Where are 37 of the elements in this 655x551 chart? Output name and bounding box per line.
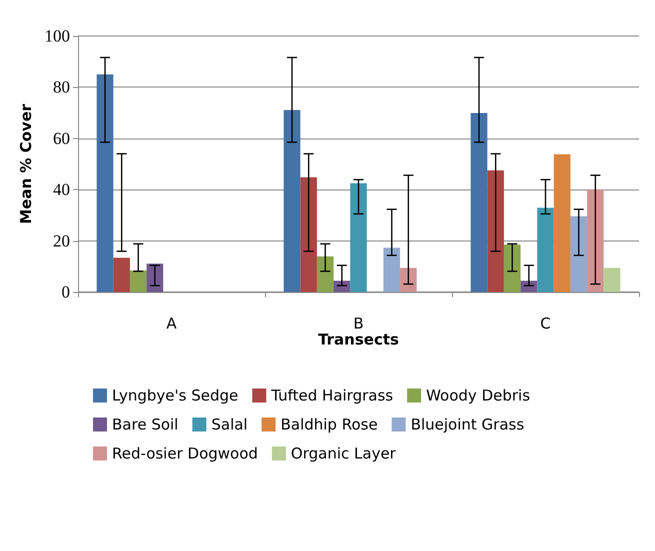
bar bbox=[587, 190, 604, 292]
legend-label: Salal bbox=[211, 416, 248, 434]
bar bbox=[316, 256, 334, 292]
y-tick-label: 60 bbox=[53, 128, 70, 148]
y-axis-title: Mean % Cover bbox=[17, 103, 36, 224]
y-tick-label: 0 bbox=[62, 282, 70, 302]
bar bbox=[300, 177, 317, 292]
bar bbox=[570, 216, 588, 292]
bar bbox=[350, 183, 367, 292]
y-tick-label: 40 bbox=[53, 180, 70, 200]
y-tick-label: 80 bbox=[53, 78, 70, 97]
legend-label: Lyngbye's Sedge bbox=[112, 386, 238, 404]
x-tick-label: B bbox=[353, 314, 364, 332]
bar bbox=[284, 110, 300, 292]
legend-label: Tufted Hairgrass bbox=[270, 386, 394, 404]
bar bbox=[504, 244, 521, 292]
bar bbox=[383, 248, 400, 292]
legend-label: Organic Layer bbox=[290, 444, 397, 462]
bar bbox=[537, 208, 554, 292]
bar bbox=[487, 170, 504, 292]
legend-label: Bare Soil bbox=[112, 416, 178, 434]
legend-label: Woody Debris bbox=[426, 386, 530, 404]
legend-label: Baldhip Rose bbox=[280, 416, 378, 434]
x-tick-label: A bbox=[166, 314, 178, 332]
bar bbox=[113, 258, 130, 292]
bar bbox=[604, 268, 620, 292]
x-tick-label: C bbox=[540, 314, 551, 332]
bar bbox=[400, 268, 417, 292]
bar bbox=[96, 74, 114, 292]
y-tick-label: 20 bbox=[53, 231, 70, 250]
bar bbox=[470, 113, 488, 292]
x-axis-title: Transects bbox=[318, 330, 400, 348]
bar bbox=[130, 270, 147, 292]
bar bbox=[554, 154, 570, 292]
legend-label: Bluejoint Grass bbox=[410, 416, 524, 434]
legend-label: Red-osier Dogwood bbox=[112, 444, 258, 462]
y-tick-label: 100 bbox=[44, 26, 70, 46]
